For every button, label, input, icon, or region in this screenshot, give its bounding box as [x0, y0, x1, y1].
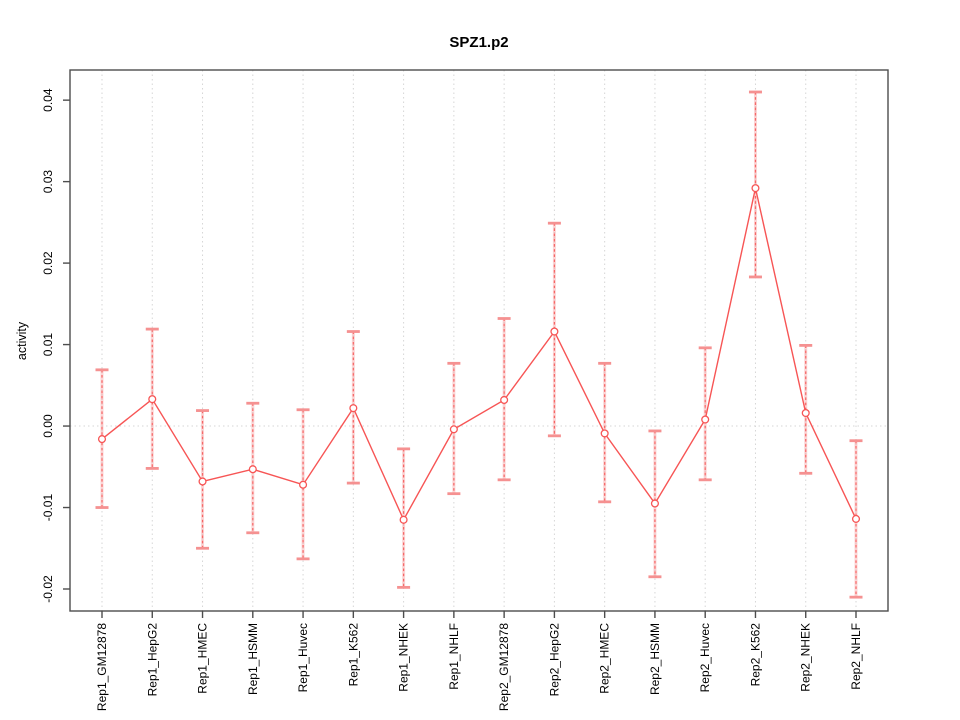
data-point: [650, 499, 659, 508]
data-point: [751, 184, 760, 193]
x-tick-label: Rep2_HepG2: [547, 623, 561, 697]
plot-box: [69, 69, 889, 612]
data-point: [198, 477, 207, 486]
error-bars-layer: [95, 90, 863, 599]
x-tick-label: Rep1_NHLF: [447, 623, 461, 690]
y-tick-label: -0.02: [41, 575, 55, 603]
data-point: [600, 429, 609, 438]
data-point: [550, 327, 559, 336]
data-point: [248, 465, 257, 474]
data-point: [449, 425, 458, 434]
series-line-layer: [101, 187, 857, 522]
grid-layer: [70, 70, 888, 611]
y-tick-label: 0.01: [41, 333, 55, 357]
x-tick-label: Rep2_HSMM: [648, 623, 662, 695]
data-point: [801, 408, 810, 418]
x-tick-label: Rep1_HepG2: [145, 623, 159, 697]
x-tick-label: Rep2_HMEC: [598, 623, 612, 694]
x-tick-label: Rep2_NHLF: [849, 623, 863, 690]
y-tick-label: 0.04: [41, 88, 55, 112]
data-point: [349, 404, 358, 413]
y-tick-label: 0.00: [41, 414, 55, 438]
x-tick-label: Rep2_GM12878: [497, 623, 511, 711]
data-point: [701, 415, 710, 424]
x-tick-label: Rep1_Huvec: [296, 623, 310, 692]
x-tick-label: Rep1_K562: [346, 623, 360, 687]
series-line: [101, 187, 857, 522]
data-point: [148, 395, 157, 404]
data-point: [399, 515, 408, 524]
x-tick-label: Rep2_NHEK: [799, 623, 813, 692]
y-tick-label: 0.03: [41, 170, 55, 194]
x-tick-label: Rep1_HMEC: [196, 623, 210, 694]
data-point: [500, 395, 509, 405]
chart-title: SPZ1.p2: [449, 34, 508, 51]
data-points-layer: [97, 184, 861, 524]
y-axis-title: activity: [15, 321, 29, 360]
data-point: [97, 435, 107, 444]
x-tick-label: Rep1_HSMM: [246, 623, 260, 695]
data-point: [851, 514, 861, 523]
data-point: [299, 480, 308, 489]
axes-layer: -0.02 -0.01 0.00 0.01 0.02 0.03 0.04 Rep1_GM128…: [41, 69, 889, 711]
y-tick-label: 0.02: [41, 251, 55, 275]
x-tick-label: Rep2_Huvec: [698, 623, 712, 692]
y-tick-label: -0.01: [41, 494, 55, 522]
x-tick-label: Rep1_GM12878: [95, 623, 109, 711]
x-tick-label: Rep1_NHEK: [397, 623, 411, 692]
x-tick-label: Rep2_K562: [748, 623, 762, 687]
